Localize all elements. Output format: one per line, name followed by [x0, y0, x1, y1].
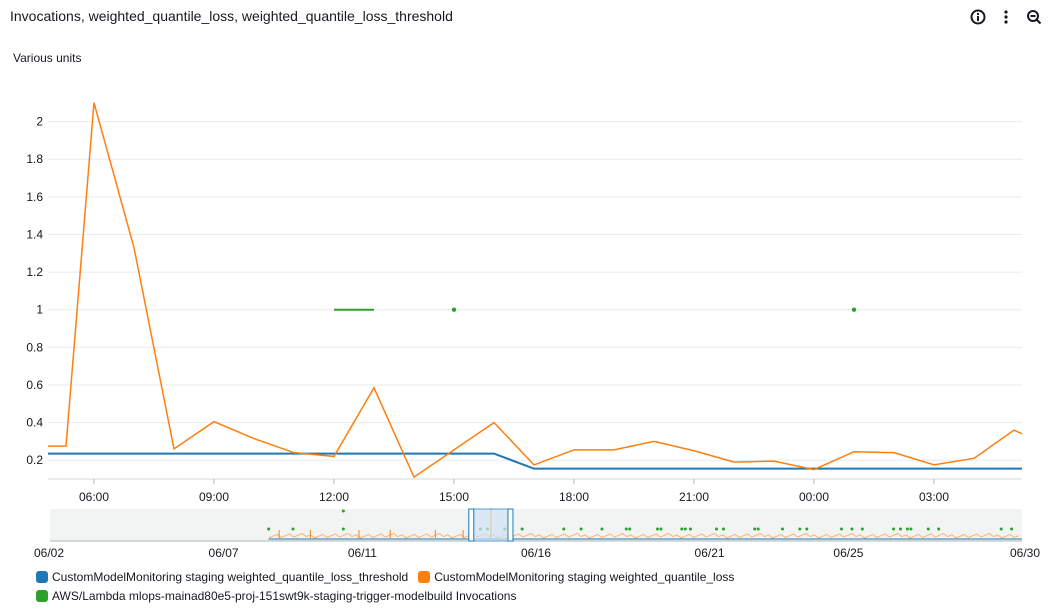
overview-point-invocations	[909, 527, 913, 531]
overview-point-invocations	[899, 527, 902, 531]
overview-point-invocations	[683, 527, 687, 531]
legend-swatch-invocations	[36, 589, 48, 602]
overview-x-tick-label: 06/07	[209, 546, 239, 560]
x-tick-label: 00:00	[799, 490, 829, 504]
overview-point-invocations	[628, 527, 632, 531]
y-tick-label: 0.6	[26, 378, 43, 392]
overview-point-invocations	[341, 509, 345, 513]
overview-point-invocations	[937, 527, 941, 531]
x-tick-label: 03:00	[919, 490, 949, 504]
overview-point-invocations	[926, 527, 930, 531]
overview-point-invocations	[860, 527, 864, 531]
overview-x-tick-label: 06/21	[695, 546, 725, 560]
zoom-out-icon[interactable]	[1022, 6, 1046, 28]
y-tick-label: 0.2	[26, 453, 43, 467]
x-tick-label: 09:00	[199, 490, 229, 504]
y-tick-label: 1.8	[26, 152, 43, 166]
overview-x-tick-label: 06/02	[34, 546, 64, 560]
overview-point-invocations	[680, 527, 684, 531]
overview-x-tick-label: 06/30	[1010, 546, 1040, 560]
overview-point-invocations	[999, 527, 1003, 531]
overview-point-invocations	[850, 527, 854, 531]
legend-item-loss[interactable]: CustomModelMonitoring staging weighted_q…	[418, 570, 734, 584]
overview-point-invocations	[721, 527, 725, 531]
overview-background	[50, 509, 1022, 541]
overview-point-invocations	[659, 527, 663, 531]
legend-label-loss: CustomModelMonitoring staging weighted_q…	[434, 569, 735, 584]
overview-point-invocations	[892, 527, 896, 531]
series-point-invocations[interactable]	[451, 307, 457, 312]
x-tick-label: 21:00	[679, 490, 709, 504]
overview-point-invocations	[341, 527, 345, 531]
legend-swatch-loss	[418, 570, 431, 583]
overview-point-invocations	[780, 527, 784, 531]
y-tick-label: 1.2	[26, 265, 43, 279]
overview-point-invocations	[600, 527, 604, 531]
overview-point-invocations	[562, 527, 566, 531]
chart-legend: CustomModelMonitoring staging weighted_q…	[36, 567, 744, 605]
overview-point-invocations	[715, 527, 719, 531]
overview-point-invocations	[753, 527, 757, 531]
y-tick-label: 0.8	[26, 340, 43, 354]
overview-point-invocations	[756, 527, 760, 531]
overview-selection-handle-left[interactable]	[468, 508, 475, 542]
overview-point-invocations	[688, 527, 692, 531]
overview-point-invocations	[905, 527, 909, 531]
y-tick-label: 1	[36, 303, 43, 317]
y-tick-label: 1.4	[26, 227, 43, 241]
overview-point-invocations	[656, 527, 659, 531]
overview-point-invocations	[579, 527, 583, 531]
overview-point-invocations	[291, 527, 295, 531]
overview-point-invocations	[624, 527, 628, 531]
legend-item-threshold[interactable]: CustomModelMonitoring staging weighted_q…	[36, 570, 408, 584]
widget-title: Invocations, weighted_quantile_loss, wei…	[10, 8, 453, 24]
overview-point-invocations	[1010, 527, 1014, 531]
overview-series-loss	[268, 532, 1019, 539]
overview-selection-handle-right[interactable]	[507, 508, 514, 542]
info-icon[interactable]	[966, 6, 990, 28]
y-tick-label: 0.4	[26, 416, 43, 430]
legend-label-invocations: AWS/Lambda mlops-mainad80e5-proj-151swt9…	[52, 588, 517, 603]
overview-point-invocations	[267, 527, 271, 531]
y-tick-label: 1.6	[26, 190, 43, 204]
overview-point-invocations	[805, 527, 809, 531]
x-tick-label: 12:00	[319, 490, 349, 504]
x-tick-label: 18:00	[559, 490, 589, 504]
overview-x-tick-label: 06/25	[833, 546, 863, 560]
overview-selection-window[interactable]	[471, 508, 511, 542]
series-line-loss[interactable]	[48, 102, 1023, 479]
overview-x-tick-label: 06/16	[521, 546, 551, 560]
widget-toolbar	[966, 6, 1046, 28]
legend-swatch-threshold	[36, 570, 48, 583]
overview-point-invocations	[520, 527, 524, 531]
overview-point-invocations	[839, 527, 843, 531]
y-tick-label: 2	[36, 115, 43, 129]
x-tick-label: 06:00	[79, 490, 109, 504]
series-point-invocations[interactable]	[851, 307, 857, 312]
legend-label-threshold: CustomModelMonitoring staging weighted_q…	[52, 569, 409, 584]
series-line-threshold[interactable]	[48, 452, 1022, 470]
overview-x-tick-label: 06/11	[348, 546, 377, 560]
x-tick-label: 15:00	[439, 490, 469, 504]
legend-item-invocations[interactable]: AWS/Lambda mlops-mainad80e5-proj-151swt9…	[36, 589, 516, 603]
more-actions-icon[interactable]	[994, 6, 1018, 28]
y-axis-unit-label: Various units	[13, 51, 82, 65]
overview-point-invocations	[798, 527, 802, 531]
